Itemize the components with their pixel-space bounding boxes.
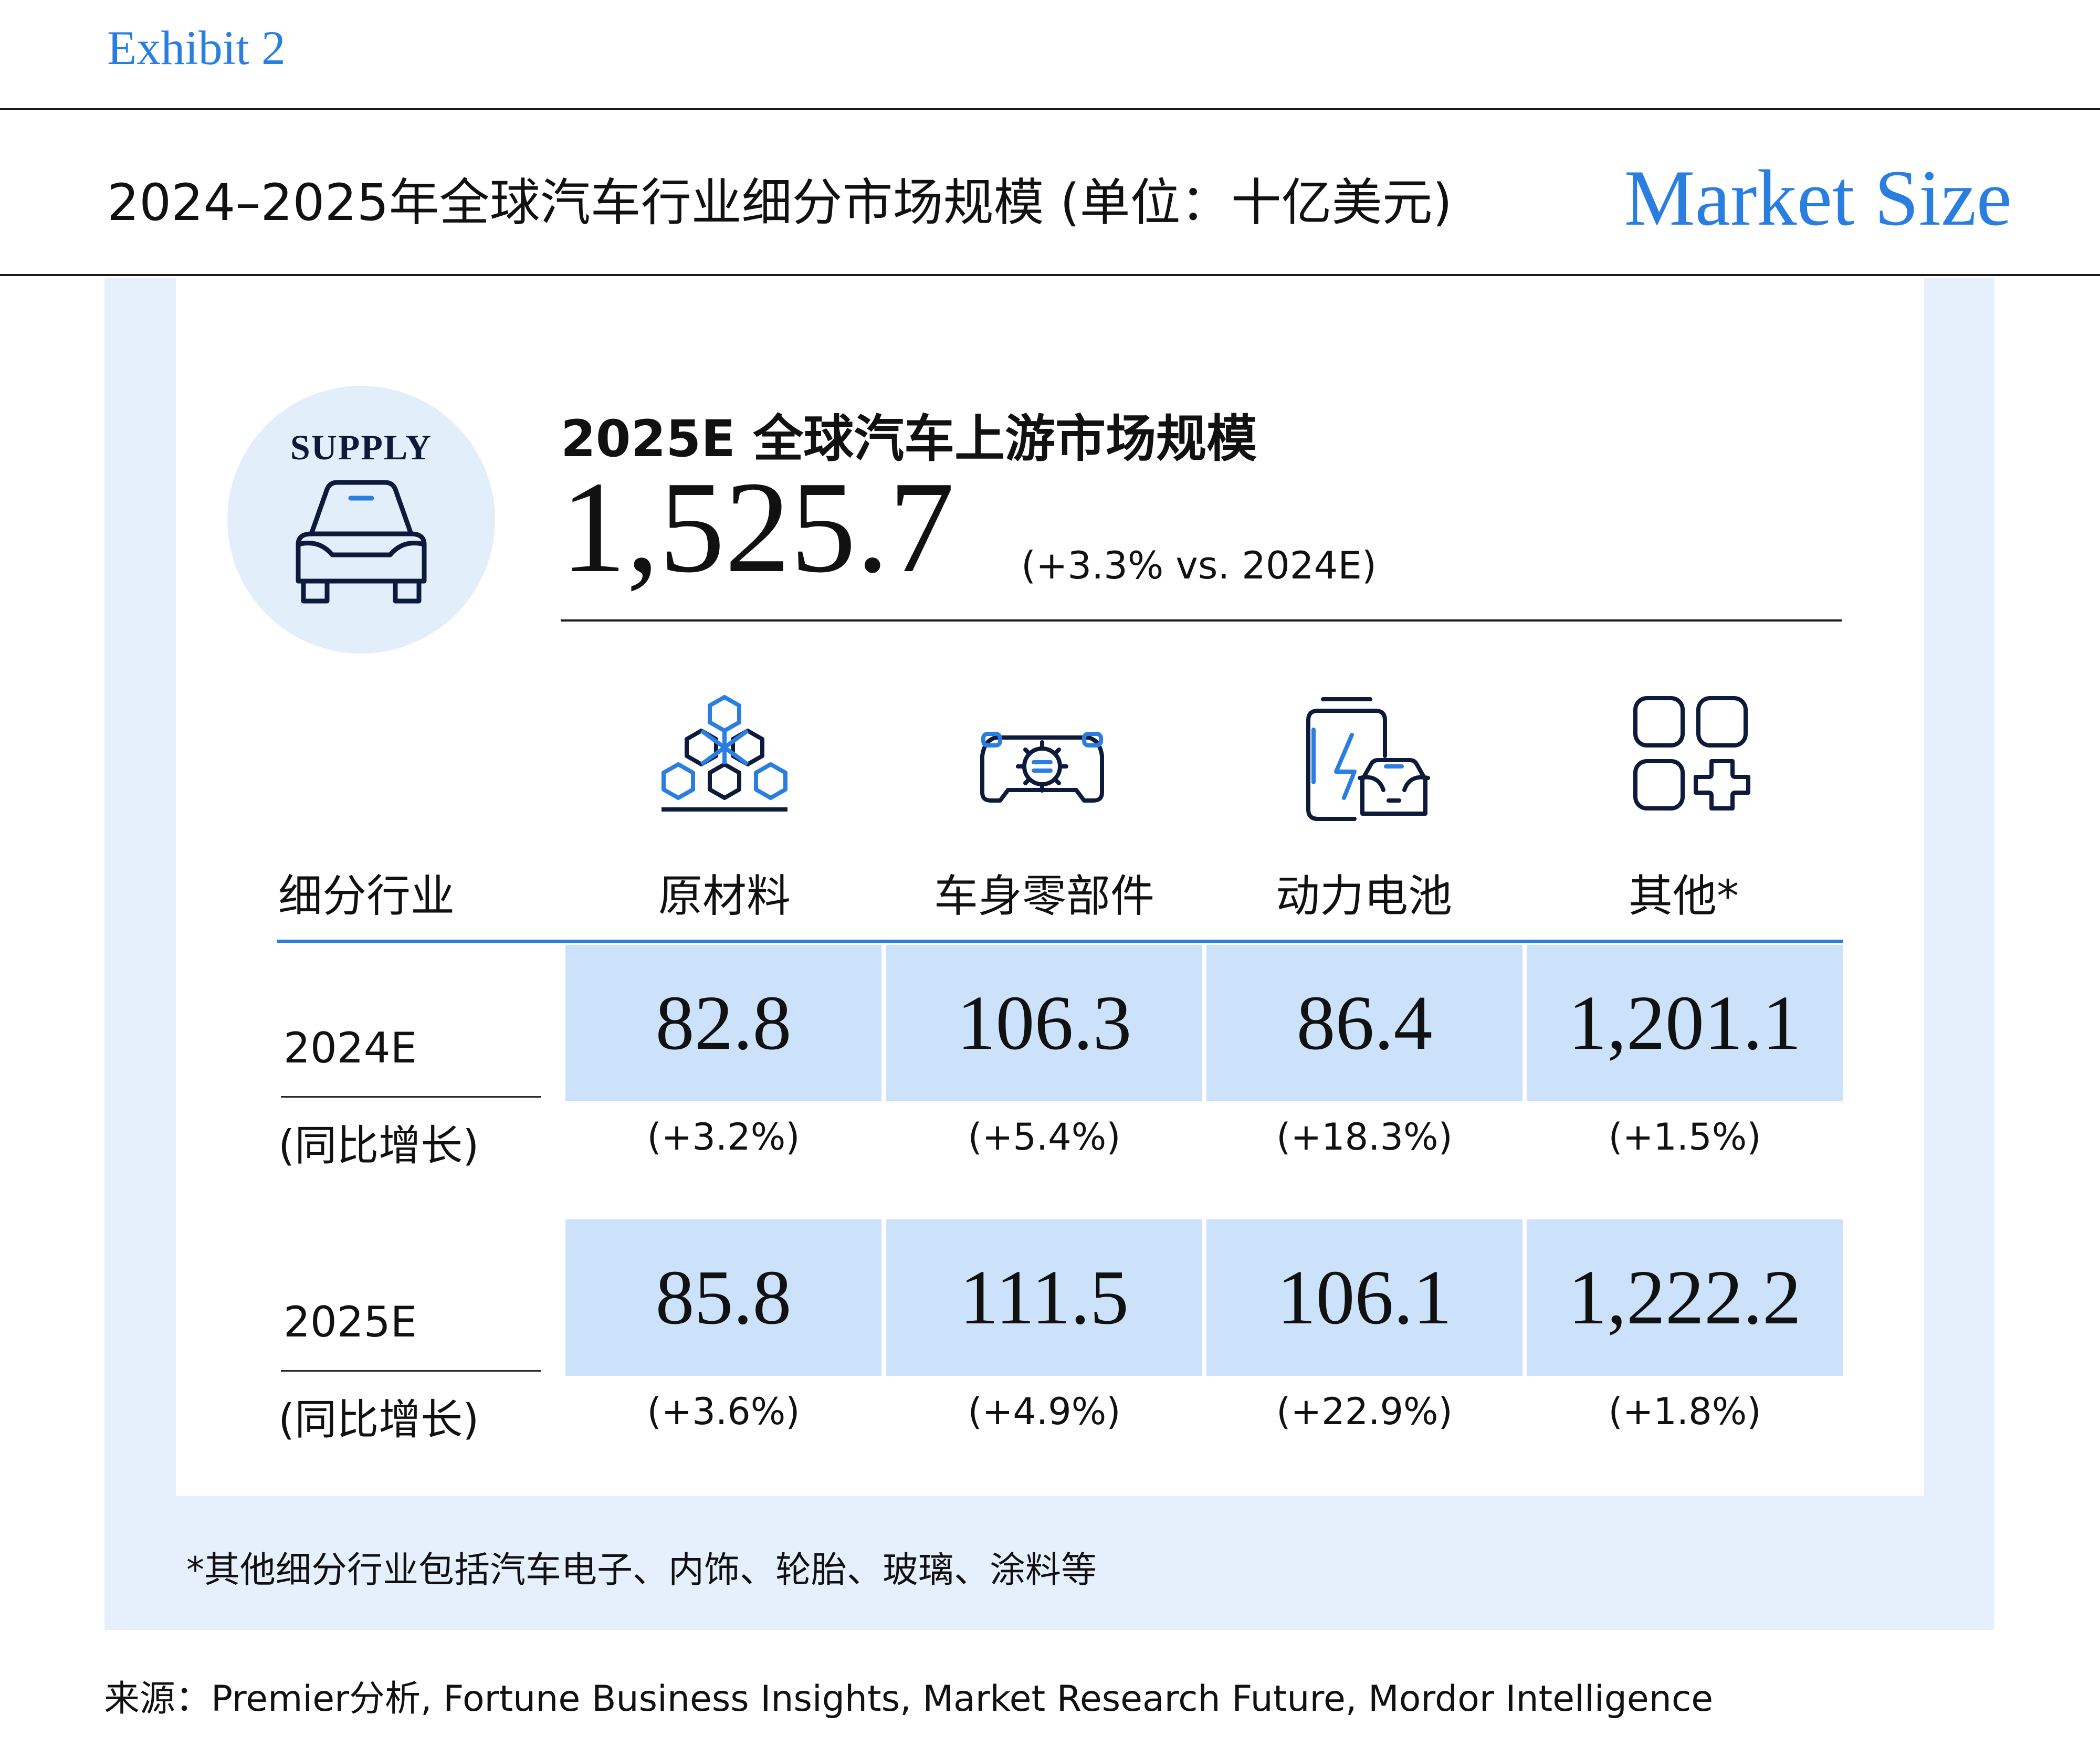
supply-badge: SUPPLY — [227, 386, 495, 654]
title-rule — [0, 274, 2100, 276]
row-divider — [281, 1096, 541, 1098]
row-label-2024e: 2024E — [284, 1024, 417, 1072]
growth-2025e-power-battery: (+22.9%) — [1276, 1390, 1453, 1433]
cell-2025e-power-battery: 106.1 — [1206, 1219, 1522, 1376]
row-sublabel-2024e: (同比增长) — [278, 1121, 479, 1170]
upstream-title: 2025E 全球汽车上游市场规模 — [561, 409, 1257, 468]
row-divider — [281, 1370, 541, 1372]
battery-ev-icon — [1306, 697, 1430, 821]
growth-2025e-raw-materials: (+3.6%) — [647, 1390, 800, 1433]
growth-2024e-body-parts: (+5.4%) — [968, 1115, 1121, 1159]
upstream-divider — [561, 619, 1842, 622]
footnote: *其他细分行业包括汽车电子、内饰、轮胎、玻璃、涂料等 — [186, 1550, 1097, 1591]
header-divider — [277, 940, 1843, 943]
upstream-change: (+3.3% vs. 2024E) — [1021, 543, 1377, 587]
column-header-body-parts: 车身零部件 — [933, 870, 1154, 922]
upstream-value: 1,525.7 — [561, 455, 954, 600]
growth-2024e-raw-materials: (+3.2%) — [647, 1115, 800, 1159]
cell-2024e-raw-materials: 82.8 — [565, 945, 881, 1101]
row-label-2025e: 2025E — [284, 1298, 417, 1346]
column-header-power-battery: 动力电池 — [1275, 870, 1452, 922]
segment-header: 细分行业 — [278, 870, 455, 922]
top-rule — [0, 108, 2100, 110]
car-body-parts-icon — [980, 732, 1104, 803]
growth-2025e-body-parts: (+4.9%) — [968, 1390, 1121, 1433]
cell-2024e-others: 1,201.1 — [1527, 945, 1843, 1101]
cell-2025e-body-parts: 111.5 — [886, 1219, 1202, 1376]
page-title: 2024–2025年全球汽车行业细分市场规模 (单位：十亿美元) — [107, 173, 1453, 232]
molecule-icon — [662, 695, 788, 812]
cell-2024e-body-parts: 106.3 — [886, 945, 1202, 1101]
column-header-raw-materials: 原材料 — [658, 870, 791, 922]
market-size-badge: Market Size — [1624, 154, 2012, 242]
cell-2024e-power-battery: 86.4 — [1206, 945, 1522, 1101]
exhibit-label: Exhibit 2 — [107, 21, 286, 75]
apps-plus-icon — [1633, 696, 1750, 810]
growth-2024e-power-battery: (+18.3%) — [1276, 1115, 1453, 1159]
car-icon — [296, 480, 427, 604]
growth-2024e-others: (+1.5%) — [1608, 1115, 1761, 1159]
supply-label: SUPPLY — [290, 427, 433, 467]
row-sublabel-2025e: (同比增长) — [278, 1395, 479, 1444]
cell-2025e-others: 1,222.2 — [1527, 1219, 1843, 1376]
cell-2025e-raw-materials: 85.8 — [565, 1219, 881, 1376]
source-note: 来源：Premier分析, Fortune Business Insights,… — [104, 1678, 1714, 1720]
column-header-others: 其他* — [1628, 870, 1739, 922]
growth-2025e-others: (+1.8%) — [1608, 1390, 1761, 1433]
